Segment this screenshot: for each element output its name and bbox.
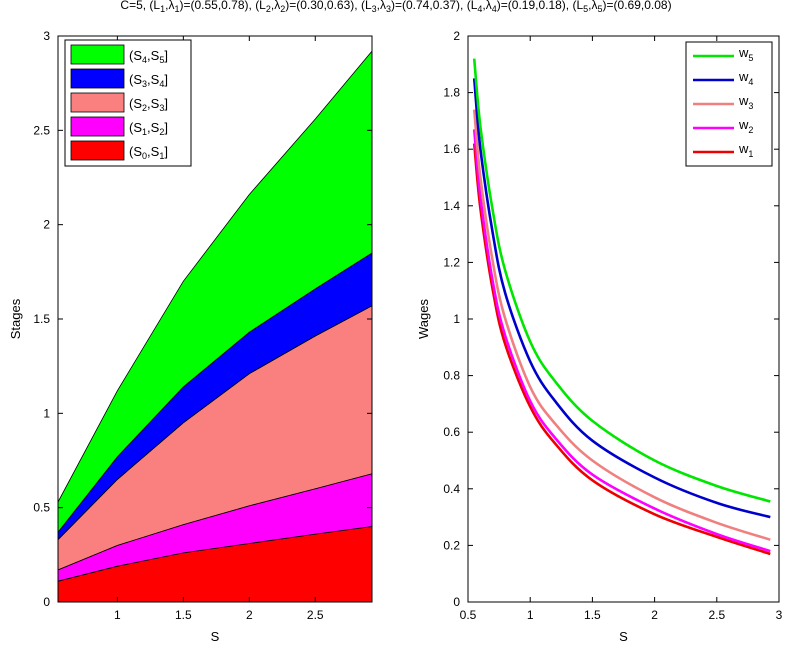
right-ytick-label: 1 bbox=[453, 312, 460, 326]
right-xtick-label: 3 bbox=[776, 608, 783, 622]
right-xtick-label: 2 bbox=[651, 608, 658, 622]
left-ytick-label: 2 bbox=[43, 218, 50, 232]
legend-label: w4 bbox=[738, 69, 753, 87]
left-ytick-label: 0.5 bbox=[33, 501, 50, 515]
left-xtick-label: 2 bbox=[246, 608, 253, 622]
left-ytick-label: 1.5 bbox=[33, 312, 50, 326]
series-line-w1 bbox=[472, 143, 771, 556]
legend-swatch bbox=[70, 44, 125, 65]
right-ytick-label: 0.6 bbox=[443, 425, 460, 439]
legend-label: w2 bbox=[738, 117, 753, 135]
right-x-axis-label: S bbox=[619, 629, 628, 644]
legend-label: (S0,S1] bbox=[129, 144, 168, 161]
series-line-w2 bbox=[472, 129, 771, 553]
left-ytick-label: 2.5 bbox=[33, 123, 50, 137]
right-ytick-label: 1.8 bbox=[443, 86, 460, 100]
right-xtick-label: 0.5 bbox=[460, 608, 477, 622]
legend-label: w1 bbox=[738, 141, 753, 159]
wages-line-chart: 0 0.2 0.4 0.6 0.8 1 1.2 1.4 1.6 1.8 2 0.5 1 1.5 2 2.5 3 S… bbox=[416, 29, 783, 644]
legend-label: (S1,S2] bbox=[129, 120, 168, 137]
right-ytick-label: 1.2 bbox=[443, 255, 460, 269]
right-ytick-label: 1.6 bbox=[443, 142, 460, 156]
legend-swatch bbox=[70, 92, 125, 113]
legend-label: (S2,S3] bbox=[129, 96, 168, 113]
series-line-w4 bbox=[472, 78, 771, 519]
left-ytick-label: 1 bbox=[43, 406, 50, 420]
legend-label: (S4,S5] bbox=[129, 48, 168, 65]
legend-swatch bbox=[70, 68, 125, 89]
left-y-axis-label: Stages bbox=[8, 298, 23, 339]
stages-area-chart: 0 0.5 1 1.5 2 2.5 3 1 1.5 2 2.5 S Stages (S4,S5] (S3,S… bbox=[8, 29, 373, 644]
right-ytick-label: 0.8 bbox=[443, 369, 460, 383]
series-line-w3 bbox=[472, 109, 771, 541]
left-ytick-label: 3 bbox=[43, 29, 50, 43]
right-xtick-label: 1 bbox=[527, 608, 534, 622]
left-legend: (S4,S5] (S3,S4] (S2,S3] (S1,S2] (S0,S1] bbox=[64, 39, 192, 167]
right-xtick-label: 2.5 bbox=[708, 608, 725, 622]
legend-swatch bbox=[70, 140, 125, 161]
right-y-axis-label: Wages bbox=[416, 299, 431, 339]
left-x-axis-label: S bbox=[211, 629, 220, 644]
right-ytick-label: 2 bbox=[453, 29, 460, 43]
right-ytick-label: 1.4 bbox=[443, 199, 460, 213]
right-ytick-label: 0.2 bbox=[443, 538, 460, 552]
left-xtick-label: 2.5 bbox=[307, 608, 324, 622]
right-ytick-label: 0 bbox=[453, 595, 460, 609]
legend-label: (S3,S4] bbox=[129, 72, 168, 89]
legend-label: w3 bbox=[738, 93, 753, 111]
series-line-w5 bbox=[472, 58, 771, 503]
right-xtick-label: 1.5 bbox=[584, 608, 601, 622]
left-xtick-label: 1 bbox=[114, 608, 121, 622]
left-ytick-label: 0 bbox=[43, 595, 50, 609]
legend-label: w5 bbox=[738, 45, 753, 63]
figure-title: C=5, (L1,λ1)=(0.55,0.78), (L2,λ2)=(0.30,… bbox=[120, 0, 671, 14]
left-xtick-label: 1.5 bbox=[175, 608, 192, 622]
legend-swatch bbox=[70, 116, 125, 137]
right-ytick-label: 0.4 bbox=[443, 482, 460, 496]
right-legend: w5 w4 w3 w2 w1 bbox=[685, 41, 773, 167]
